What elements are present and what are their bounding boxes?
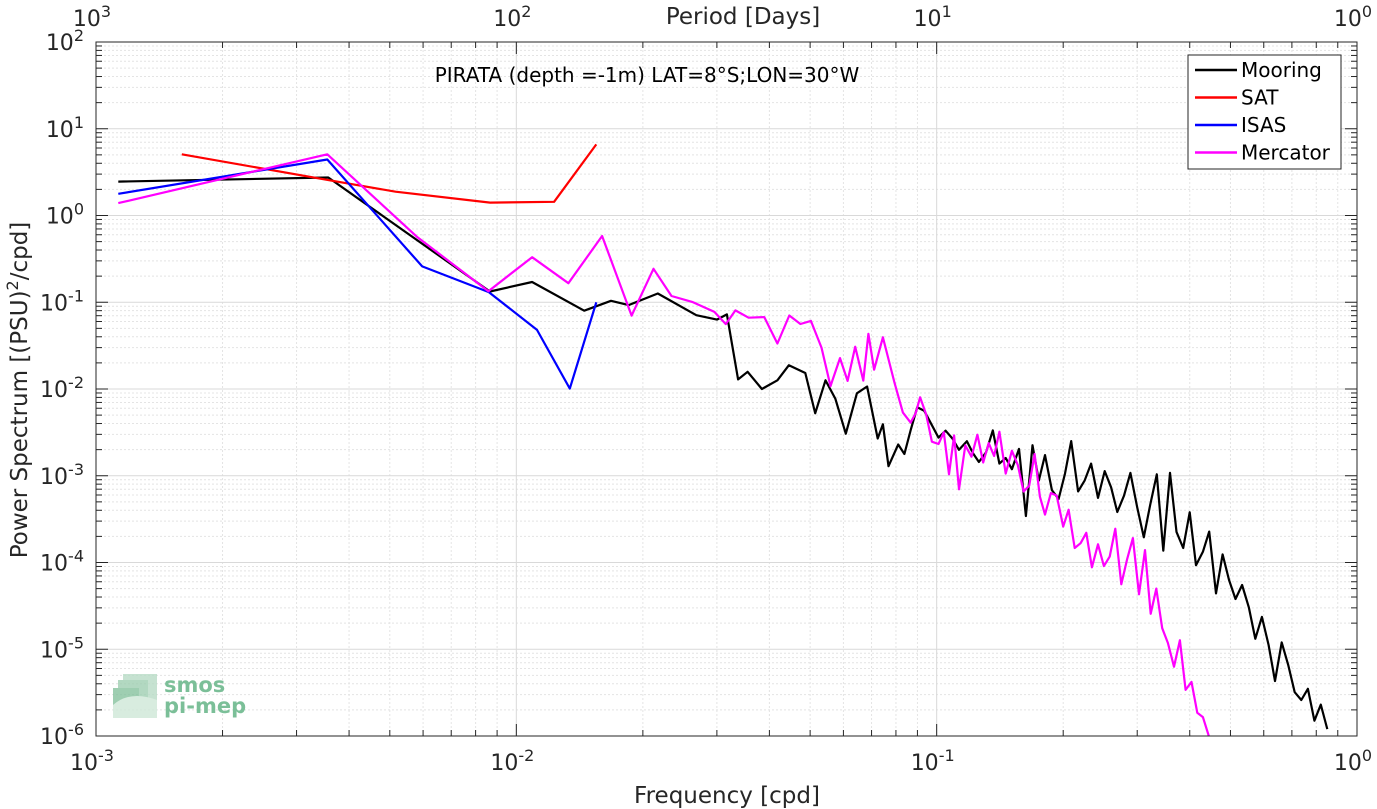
y-axis-title: Power Spectrum [(PSU)2/cpd] [3,222,33,559]
y-tick-label: 10-6 [40,720,84,750]
legend-label-sat: SAT [1241,86,1279,110]
x-tick-label: 10-2 [490,746,534,776]
top-tick-label: 103 [73,2,111,32]
top-tick-label: 101 [914,2,952,32]
series-line-sat [181,143,598,204]
top-tick-label: 102 [493,2,531,32]
y-axis-title-sup: 2 [3,280,22,290]
legend-box [1187,54,1342,170]
top-axis-title: Period [Days] [666,4,820,30]
logo: smos pi-mep [113,673,246,718]
logo-line1: smos [164,673,225,697]
y-tick-label: 10-2 [40,373,84,403]
series-layer [118,143,1329,736]
legend: Mooring SAT ISAS Mercator [1187,54,1342,170]
y-tick-label: 10-4 [40,547,84,577]
top-tick-label: 100 [1334,2,1372,32]
y-tick-label: 102 [46,26,84,56]
y-tick-label: 10-3 [40,460,84,490]
x-tick-label: 10-1 [911,746,955,776]
x-tick-label: 10-3 [70,746,114,776]
y-tick-label: 10-1 [40,286,84,316]
y-tick-label: 100 [46,200,84,230]
logo-line2: pi-mep [164,694,246,718]
y-axis-title-tail: /cpd] [7,222,33,281]
y-axis-title-main: Power Spectrum [(PSU) [7,290,33,558]
smos-logo-icon [113,674,157,718]
legend-label-mooring: Mooring [1241,58,1322,82]
x-tick-label: 100 [1334,746,1372,776]
axes-frame [95,41,1358,737]
y-tick-label: 10-5 [40,633,84,663]
y-tick-label: 101 [46,113,84,143]
legend-label-mercator: Mercator [1241,141,1331,165]
series-line-mercator [118,153,1210,736]
chart-title: PIRATA (depth =-1m) LAT=8°S;LON=30°W [435,63,860,87]
x-axis-title: Frequency [cpd] [634,783,820,809]
legend-label-isas: ISAS [1241,113,1286,137]
